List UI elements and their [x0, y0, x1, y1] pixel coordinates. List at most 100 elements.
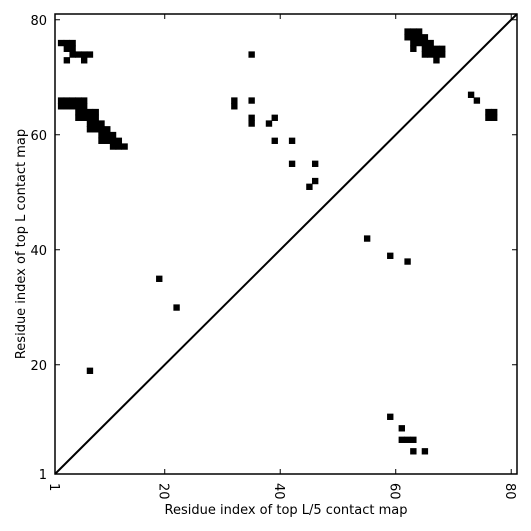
contact-cell-top-l — [427, 39, 434, 47]
contact-cell-top-l — [485, 114, 492, 121]
contact-cell-top-l — [311, 160, 319, 167]
contact-cell-top-l5 — [363, 235, 371, 242]
contact-cell-top-l — [92, 114, 99, 121]
contact-cell-top-l — [63, 57, 71, 64]
contact-cell-top-l — [265, 120, 273, 127]
contact-cell-top-l — [421, 39, 429, 47]
contact-cell-top-l — [69, 103, 76, 110]
contact-cell-top-l — [80, 103, 88, 110]
contact-cell-top-l — [98, 137, 105, 144]
contact-cell-top-l — [69, 45, 76, 52]
contact-cell-top-l — [433, 45, 440, 52]
contact-cell-top-l — [288, 160, 296, 167]
contact-cell-top-l — [63, 103, 71, 110]
contact-cell-top-l — [439, 51, 446, 58]
contact-cell-top-l — [485, 108, 492, 116]
contact-cell-top-l — [421, 34, 429, 41]
contact-cell-top-l5 — [398, 436, 405, 443]
contact-cell-top-l — [109, 137, 117, 144]
x-axis-label: Residue index of top L/5 contact map — [165, 503, 408, 518]
contact-cell-top-l — [92, 120, 99, 127]
contact-cell-top-l5 — [404, 258, 411, 265]
contact-cell-top-l — [248, 120, 255, 127]
contact-cell-top-l — [69, 39, 76, 47]
contact-cell-top-l — [231, 97, 238, 104]
contact-cell-top-l — [491, 114, 498, 121]
y-axis-label: Residue index of top L contact map — [14, 129, 29, 359]
contact-cell-top-l — [415, 39, 423, 47]
contact-cell-top-l5 — [410, 436, 417, 443]
y-tick-label: 40 — [30, 244, 47, 259]
contact-cell-top-l — [98, 120, 105, 127]
contact-cell-top-l — [63, 97, 71, 104]
contact-cell-top-l — [427, 45, 434, 52]
contact-cell-top-l — [109, 143, 117, 150]
contact-cell-top-l — [410, 28, 417, 35]
contact-cell-top-l — [421, 45, 429, 52]
contact-cell-top-l — [69, 97, 76, 104]
contact-cell-top-l — [473, 97, 481, 104]
contact-cell-top-l — [271, 114, 278, 121]
contact-cell-top-l — [415, 28, 423, 35]
contact-cell-top-l — [467, 91, 475, 98]
contact-cell-top-l — [104, 137, 111, 144]
contact-cell-top-l5 — [86, 367, 94, 374]
contact-cell-top-l — [63, 39, 71, 47]
contact-cell-top-l — [63, 45, 71, 52]
contact-cell-top-l — [57, 39, 65, 47]
contact-cell-top-l — [80, 97, 88, 104]
contact-cell-top-l — [311, 177, 319, 185]
contact-cell-top-l — [86, 108, 94, 116]
contact-cell-top-l — [248, 97, 255, 104]
contact-cell-top-l — [404, 28, 411, 35]
contact-cell-top-l — [404, 34, 411, 41]
contact-cell-top-l — [231, 103, 238, 110]
contact-cell-top-l — [86, 120, 94, 127]
contact-cell-top-l — [104, 131, 111, 139]
contact-cell-top-l — [115, 137, 123, 144]
contact-cell-top-l — [75, 108, 82, 116]
contact-cell-top-l — [92, 108, 99, 116]
x-tick-label: 40 — [271, 483, 286, 500]
contact-cell-top-l — [410, 34, 417, 41]
contact-cell-top-l — [57, 103, 65, 110]
y-tick-label: 1 — [39, 468, 47, 483]
contact-cell-top-l — [75, 97, 82, 104]
contact-cell-top-l — [248, 51, 255, 58]
contact-cell-top-l — [271, 137, 278, 144]
contact-cell-top-l — [410, 45, 417, 52]
y-tick-label: 80 — [30, 14, 47, 29]
contact-cell-top-l — [121, 143, 128, 150]
contact-cell-top-l — [433, 57, 440, 64]
x-tick-label: 20 — [156, 483, 171, 500]
contact-cell-top-l — [92, 126, 99, 133]
x-tick-label: 80 — [502, 483, 517, 500]
contact-cell-top-l — [306, 183, 313, 190]
contact-cell-top-l5 — [387, 252, 394, 259]
contact-cell-top-l5 — [404, 436, 411, 443]
contact-cell-top-l — [75, 114, 82, 121]
x-tick-label: 60 — [387, 483, 402, 500]
contact-cell-top-l — [410, 39, 417, 47]
contact-cell-top-l — [427, 51, 434, 58]
contact-cell-top-l — [80, 108, 88, 116]
ticks-layer: 1 20 40 60 80 1 20 40 60 80 — [30, 14, 517, 500]
y-tick-label: 60 — [30, 129, 47, 144]
contact-cell-top-l — [98, 131, 105, 139]
contact-cell-top-l — [415, 34, 423, 41]
contact-cell-top-l — [98, 126, 105, 133]
contact-cell-top-l5 — [398, 425, 405, 432]
contact-cell-top-l — [80, 51, 88, 58]
contact-cell-top-l — [288, 137, 296, 144]
plot-frame — [54, 13, 518, 475]
contact-cell-top-l5 — [173, 304, 180, 311]
contact-cell-top-l5 — [387, 413, 394, 420]
contact-cell-top-l — [75, 103, 82, 110]
contact-cell-top-l — [69, 51, 76, 58]
contact-cell-top-l — [109, 131, 117, 139]
contact-cell-top-l5 — [421, 448, 429, 455]
contact-cell-top-l — [86, 126, 94, 133]
contact-cell-top-l — [248, 114, 255, 121]
contact-cell-top-l — [75, 51, 82, 58]
